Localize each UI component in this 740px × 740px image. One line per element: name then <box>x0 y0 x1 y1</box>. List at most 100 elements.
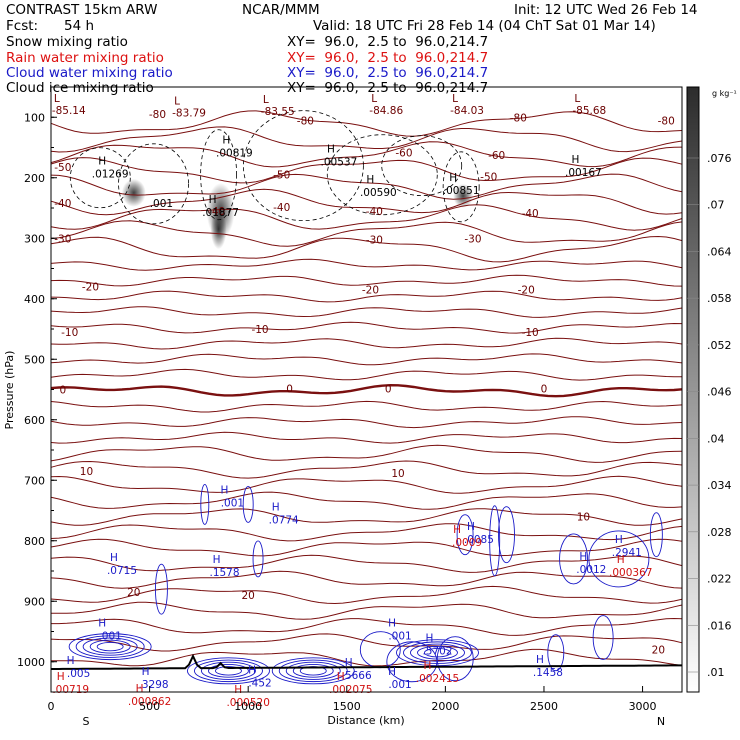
colorbar-tick-label: .058 <box>707 292 732 305</box>
rain-max-marker: H <box>136 683 144 695</box>
y-axis-label: Pressure (hPa) <box>3 351 16 430</box>
cloud-water-contour <box>588 530 650 588</box>
cloud-water-contour <box>456 514 474 556</box>
cloud-ice-contour <box>118 143 189 225</box>
cloud-water-max-marker: H <box>220 484 228 496</box>
isotherm <box>50 173 683 200</box>
colorbar-tick-label: .04 <box>707 432 725 445</box>
cloud-water-contour <box>242 486 254 523</box>
colorbar-tick-label: .07 <box>707 199 725 212</box>
temperature-min-marker: L <box>452 93 458 105</box>
isotherm <box>50 220 683 247</box>
cloud-water-contour <box>489 505 501 577</box>
y-tick-label: 500 <box>24 353 45 366</box>
cloud-water-max-marker: H <box>467 521 475 533</box>
snow-max-marker: H <box>449 172 457 184</box>
rain-max-label: .000367 <box>609 567 652 579</box>
snow-max-marker: H <box>222 135 230 147</box>
temperature-min-marker: L <box>263 94 269 106</box>
temperature-min-label: -83.79 <box>172 107 206 119</box>
cloud-water-contour <box>292 663 334 678</box>
cloud-water-contour <box>201 661 256 680</box>
cloud-water-contour <box>68 633 152 661</box>
isotherm-label: -80 <box>658 115 675 127</box>
field-cloud-water: Cloud water mixing ratio <box>6 65 173 81</box>
cloud-water-max-marker: H <box>579 551 587 563</box>
forecast-label: Fcst: <box>6 18 39 34</box>
snow-max-label: .00167 <box>565 167 602 179</box>
colorbar-tick-label: .064 <box>707 245 732 258</box>
snow-max-label: .01877 <box>202 207 239 219</box>
colorbar-tick-label: .076 <box>707 152 732 165</box>
endpoint-right: N <box>657 715 665 728</box>
cloud-water-contour <box>396 639 479 667</box>
isotherm <box>50 431 683 444</box>
cloud-water-contour <box>208 663 249 678</box>
field-rain-xy: XY= 96.0, 2.5 to 96.0,214.7 <box>287 50 489 66</box>
cloud-water-max-marker: H <box>98 618 106 630</box>
cloud-water-max-marker: H <box>142 666 150 678</box>
isotherm-label: -40 <box>208 206 225 218</box>
isotherm-label: 0 <box>59 385 66 397</box>
isotherm <box>50 523 683 542</box>
colorbar-tick-label: .034 <box>707 479 732 492</box>
temperature-contours <box>50 110 683 667</box>
cloud-water-max-marker: H <box>426 633 434 645</box>
cloud-water-contour <box>252 540 264 578</box>
snow-max-marker: H <box>366 174 374 186</box>
cloud-water-max-label: .001 <box>388 679 411 691</box>
cloud-water-contour <box>200 484 210 525</box>
cloud-water-max-label: .0774 <box>269 514 299 526</box>
snow-max-marker: H <box>571 154 579 166</box>
cloud-water-max-label: .1578 <box>209 567 239 579</box>
snow-max-marker: H <box>209 194 217 206</box>
temperature-min-marker: L <box>174 95 180 107</box>
isotherm-label: -50 <box>273 170 290 182</box>
isotherm <box>50 585 683 605</box>
cloud-water-max-label: .5666 <box>342 670 372 682</box>
cloud-water-contour <box>386 641 438 683</box>
isotherm-label: 20 <box>242 590 255 602</box>
cloud-water-max-marker: H <box>615 534 623 546</box>
cloud-water-max-marker: H <box>110 552 118 564</box>
terrain-line <box>51 653 682 670</box>
y-tick-label: 1000 <box>17 656 45 669</box>
x-tick-label: 2000 <box>431 700 459 713</box>
cloud-water-contour <box>82 637 138 656</box>
field-snow-xy: XY= 96.0, 2.5 to 96.0,214.7 <box>287 34 489 50</box>
cloud-ice-contour <box>69 147 131 209</box>
cloud-water-max-label: .005 <box>67 668 90 680</box>
isotherm-label: -30 <box>54 233 71 245</box>
isotherm <box>50 368 682 381</box>
isotherm <box>50 491 683 510</box>
y-tick-label: 400 <box>24 293 45 306</box>
cloud-water-contour <box>424 648 451 658</box>
field-cloud-ice-xy: XY= 96.0, 2.5 to 96.0,214.7 <box>287 80 489 96</box>
x-tick-label: 500 <box>139 700 160 713</box>
y-tick-label: 200 <box>24 172 45 185</box>
field-cloud-water-xy: XY= 96.0, 2.5 to 96.0,214.7 <box>287 65 489 81</box>
temperature-min-label: -85.14 <box>52 105 86 117</box>
isotherm <box>50 188 683 216</box>
cloud-water-max-label: .001 <box>221 497 244 509</box>
cloud-ice-contour <box>242 110 364 222</box>
cloud-water-max-marker: H <box>536 654 544 666</box>
colorbar-tick-label: .052 <box>707 339 732 352</box>
isotherm-label: -10 <box>61 327 78 339</box>
isotherm-label: 0 <box>385 383 392 395</box>
isotherm-label: -40 <box>54 198 71 210</box>
isotherm-label: -40 <box>366 206 383 218</box>
isotherm <box>50 235 683 263</box>
isotherm <box>50 508 683 526</box>
isotherm-label: -40 <box>273 202 290 214</box>
isotherm-label: -20 <box>518 285 535 297</box>
snow-max-marker: H <box>98 156 106 168</box>
temperature-min-label: -85.68 <box>572 105 606 117</box>
cloud-water-max-label: .0085 <box>464 534 494 546</box>
colorbar-tick-label: .022 <box>707 573 732 586</box>
model-title: CONTRAST 15km ARW <box>6 2 158 18</box>
rain-max-label: .000520 <box>226 697 269 709</box>
field-snow: Snow mixing ratio <box>6 34 128 50</box>
snow-max-marker: H <box>327 144 335 156</box>
isotherm <box>50 321 683 334</box>
